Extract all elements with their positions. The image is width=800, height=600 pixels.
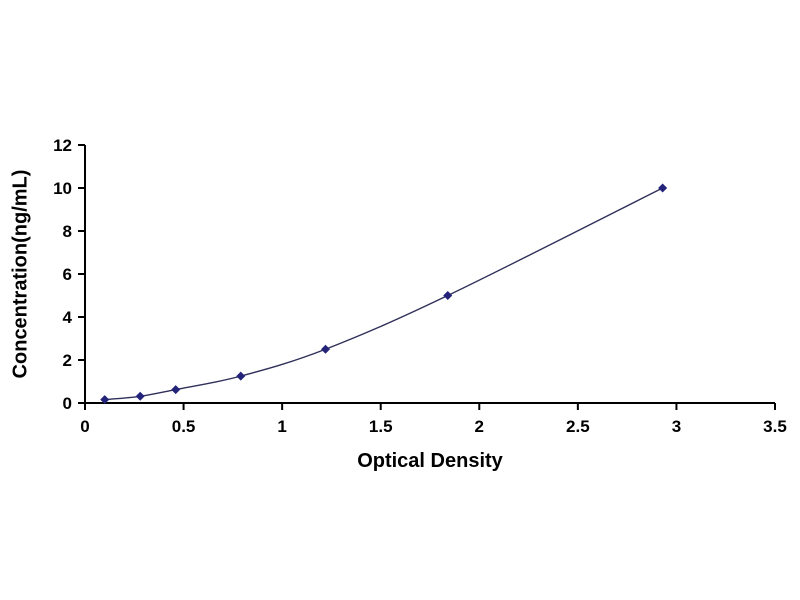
x-tick-label: 3.5	[763, 417, 787, 436]
data-point-marker	[658, 183, 668, 193]
data-point-marker	[443, 291, 453, 300]
x-tick-label: 3	[672, 417, 681, 436]
y-tick-label: 4	[63, 308, 73, 327]
y-tick-label: 8	[63, 222, 72, 241]
data-point-marker	[171, 385, 181, 395]
data-point-marker	[100, 395, 110, 405]
y-tick-label: 2	[63, 351, 72, 370]
y-tick-label: 6	[63, 265, 72, 284]
x-tick-label: 0	[80, 417, 89, 436]
curve-line	[104, 187, 663, 401]
x-tick-label: 0.5	[172, 417, 196, 436]
data-point-marker	[321, 344, 331, 354]
x-tick-label: 2.5	[566, 417, 590, 436]
x-tick-label: 1.5	[369, 417, 393, 436]
x-axis-label: Optical Density	[357, 450, 503, 472]
y-tick-label: 12	[53, 136, 72, 155]
data-point-marker	[135, 391, 145, 401]
y-tick-label: 0	[63, 394, 72, 413]
x-tick-label: 1	[277, 417, 286, 436]
x-tick-label: 2	[475, 417, 484, 436]
y-tick-label: 10	[53, 179, 72, 198]
data-point-marker	[236, 371, 246, 381]
y-axis-label: Concentration(ng/mL)	[9, 169, 32, 379]
